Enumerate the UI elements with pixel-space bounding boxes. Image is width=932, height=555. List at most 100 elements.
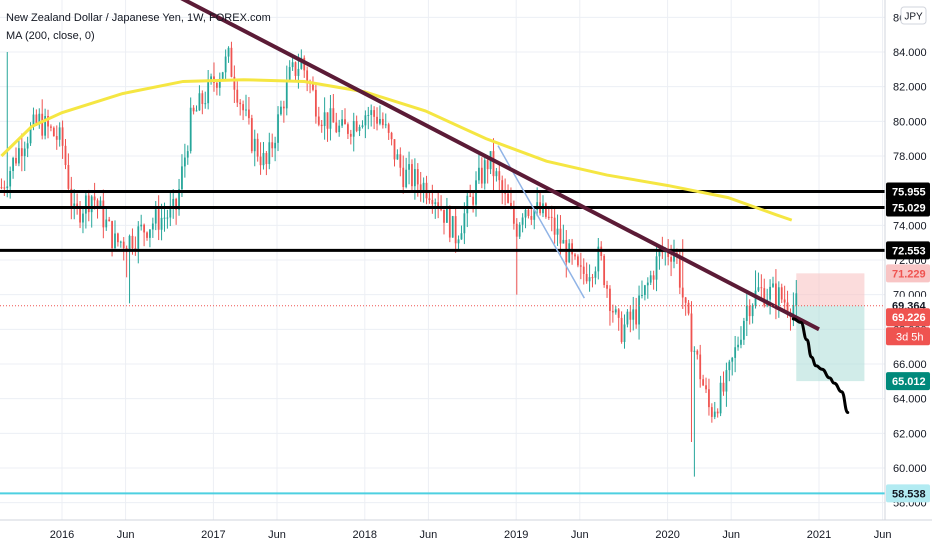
candle-body — [402, 167, 405, 188]
candle-body — [591, 277, 594, 279]
candle-body — [151, 223, 154, 230]
candle-body — [745, 305, 748, 321]
candle-body — [364, 115, 367, 126]
candle-body — [646, 282, 649, 286]
candle-body — [440, 208, 442, 210]
candle-body — [731, 357, 734, 362]
candle-body — [131, 235, 134, 249]
y-tick-label: 84.000 — [893, 47, 927, 59]
candle-body — [18, 148, 20, 164]
candle-body — [79, 206, 81, 223]
candle-body — [3, 187, 6, 189]
target-tag: 65.012 — [892, 376, 926, 388]
candle-body — [699, 354, 702, 380]
candle-body — [288, 67, 291, 81]
candle-body — [233, 76, 236, 90]
candle-body — [20, 148, 23, 157]
candle-body — [323, 112, 326, 127]
candle-body — [530, 215, 533, 220]
candle-body — [716, 411, 719, 414]
candle-body — [105, 219, 108, 228]
candle-body — [291, 62, 294, 68]
candle-body — [512, 207, 515, 224]
candle-body — [533, 209, 536, 220]
currency-badge-bg[interactable] — [900, 6, 927, 25]
candle-body — [312, 84, 314, 90]
candle-body — [52, 127, 55, 137]
candle-body — [632, 309, 635, 320]
candle-body — [597, 246, 600, 272]
price-axis[interactable]: 58.00060.00062.00064.00066.00068.00070.0… — [884, 0, 930, 520]
candle-body — [114, 233, 116, 249]
candle-body — [143, 224, 146, 233]
candle-body — [256, 138, 259, 157]
candle-body — [641, 295, 643, 297]
candle-body — [469, 195, 472, 197]
candle-body — [643, 285, 646, 296]
candle-body — [265, 153, 268, 165]
candle-body — [341, 119, 343, 126]
candle-body — [111, 221, 113, 249]
candle-body — [32, 114, 35, 127]
candle-body — [317, 116, 320, 125]
candle-body — [149, 229, 151, 238]
candle-body — [393, 139, 396, 160]
candle-body — [416, 169, 419, 185]
candle-body — [242, 104, 244, 111]
stop-tag-bg — [886, 264, 930, 283]
candle-body — [577, 256, 579, 266]
candle-body — [405, 169, 408, 188]
candle-body — [492, 151, 495, 177]
candle-body — [472, 196, 475, 205]
candle-body — [772, 283, 774, 287]
candle-body — [763, 288, 766, 306]
candle-body — [117, 233, 119, 243]
candle-body — [376, 116, 378, 124]
candle-body — [515, 223, 518, 237]
x-tick-label: 2017 — [201, 529, 225, 541]
candle-body — [253, 138, 256, 152]
candle-body — [128, 235, 131, 251]
ma-200-line — [0, 78, 793, 222]
candle-body — [47, 116, 49, 127]
candle-body — [274, 142, 277, 149]
candle-body — [198, 93, 201, 111]
candle-body — [58, 127, 61, 140]
candle-body — [454, 216, 457, 244]
candle-body — [221, 72, 224, 79]
candle-body — [495, 171, 498, 177]
y-tick-label: 80.000 — [893, 116, 927, 128]
currency-badge[interactable]: JPY — [904, 12, 923, 23]
candle-body — [379, 118, 381, 124]
candle-body — [90, 196, 93, 213]
level-tag-bg — [886, 241, 930, 260]
candle-body — [684, 297, 687, 303]
x-tick-label: 2016 — [50, 529, 74, 541]
candle-body — [349, 133, 352, 137]
candle-body — [361, 125, 364, 127]
candle-body — [236, 89, 239, 103]
candle-body — [271, 142, 274, 149]
x-tick-label: Jun — [420, 529, 438, 541]
candle-body — [352, 121, 355, 137]
candle-body — [635, 309, 638, 325]
candle-body — [122, 241, 125, 249]
candle-body — [609, 288, 611, 311]
candle-body — [215, 82, 218, 88]
time-axis[interactable]: 2016 Jun 2017 Jun 2018 Jun 2019 Jun 2020 Jun 2021 J… — [0, 519, 932, 541]
candle-body — [507, 193, 509, 203]
candle-body — [259, 156, 262, 166]
candle-body — [710, 407, 713, 417]
candle-body — [556, 228, 559, 235]
candle-body — [722, 382, 725, 392]
stop-loss-zone — [796, 273, 865, 306]
candle-body — [6, 186, 9, 189]
y-tick-label: 64.000 — [893, 394, 927, 406]
candle-body — [690, 313, 693, 352]
candle-body — [82, 213, 84, 223]
y-tick-label: 78.000 — [893, 151, 927, 163]
candle-body — [725, 370, 728, 392]
candle-body — [623, 324, 626, 342]
countdown-tag-bg — [886, 327, 930, 346]
